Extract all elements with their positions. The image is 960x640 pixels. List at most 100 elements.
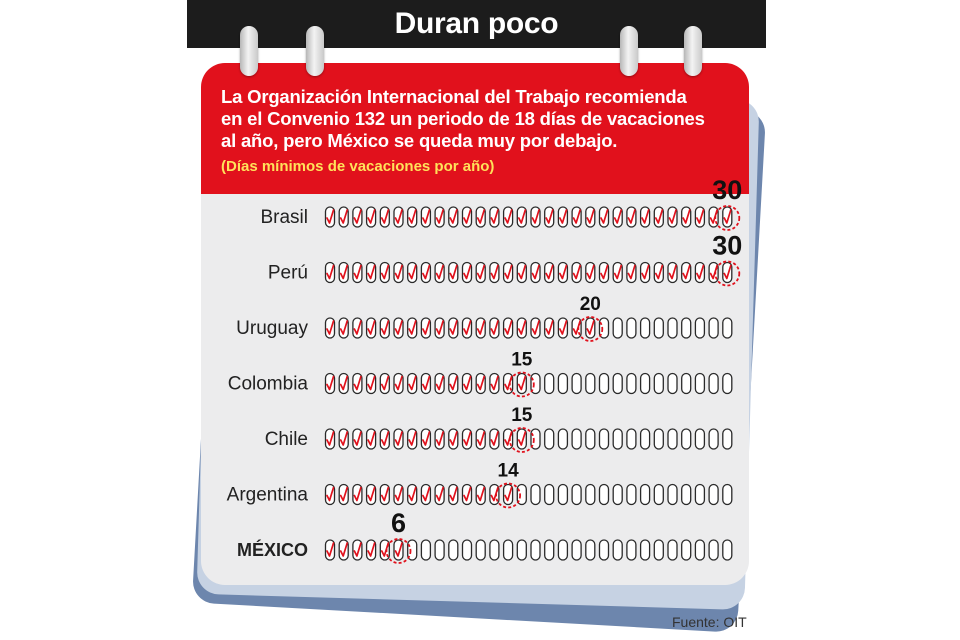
- calendar-ring-icon: [240, 26, 258, 76]
- red-check-icon: [709, 209, 718, 224]
- red-check-icon: [668, 209, 677, 224]
- red-check-icon: [422, 375, 431, 391]
- red-check-icon: [572, 209, 581, 224]
- red-check-icon: [353, 486, 362, 502]
- day-oval: [502, 539, 514, 561]
- dashed-circle-icon: [714, 260, 741, 287]
- red-check-icon: [367, 375, 376, 391]
- red-check-icon: [696, 264, 705, 280]
- day-oval: [639, 372, 651, 395]
- red-check-icon: [449, 375, 458, 391]
- day-oval: [639, 317, 651, 339]
- red-check-icon: [449, 209, 458, 224]
- day-oval: [557, 428, 569, 450]
- day-oval: [571, 428, 582, 450]
- red-check-icon: [435, 431, 444, 446]
- day-oval: [598, 372, 610, 395]
- red-check-icon: [449, 264, 458, 280]
- day-oval: [681, 539, 692, 561]
- calendar-header: [201, 63, 749, 194]
- day-oval: [708, 483, 719, 506]
- day-oval: [598, 539, 610, 561]
- red-check-icon: [463, 431, 472, 446]
- day-oval: [694, 539, 706, 561]
- value-label: 20: [580, 294, 601, 315]
- red-check-icon: [326, 209, 335, 224]
- category-label: Perú: [268, 263, 308, 284]
- red-check-icon: [367, 431, 376, 446]
- red-check-icon: [449, 486, 458, 502]
- day-oval: [585, 483, 596, 506]
- red-check-icon: [326, 431, 335, 446]
- day-oval: [626, 372, 637, 395]
- red-check-icon: [380, 542, 390, 557]
- source-note: Fuente: OIT: [672, 614, 747, 630]
- red-check-icon: [408, 431, 417, 446]
- day-oval: [407, 539, 418, 561]
- red-check-icon: [723, 209, 732, 224]
- day-oval: [557, 483, 569, 506]
- day-oval: [544, 372, 555, 395]
- subtitle-line-2: en el Convenio 132 un periodo de 18 días…: [221, 108, 705, 129]
- red-check-icon: [504, 486, 513, 502]
- red-check-icon: [367, 486, 376, 502]
- day-oval: [530, 428, 541, 450]
- value-label: 30: [712, 231, 742, 261]
- red-check-icon: [435, 209, 444, 224]
- red-check-icon: [709, 264, 718, 280]
- calendar-ring-icon: [306, 26, 324, 76]
- red-check-icon: [339, 542, 349, 557]
- title-bar: Duran poco: [187, 0, 766, 48]
- red-check-icon: [476, 209, 486, 224]
- day-oval: [639, 539, 651, 561]
- red-check-icon: [572, 264, 581, 280]
- unit-note: (Días mínimos de vacaciones por año): [221, 158, 495, 175]
- red-check-icon: [422, 320, 431, 335]
- value-label: 14: [498, 461, 520, 482]
- red-check-icon: [723, 264, 732, 280]
- day-oval: [544, 539, 555, 561]
- red-check-icon: [435, 264, 444, 280]
- dashed-circle-icon: [508, 427, 535, 453]
- dashed-circle-icon: [385, 538, 412, 564]
- day-oval: [557, 372, 569, 395]
- red-check-icon: [504, 209, 513, 224]
- red-check-icon: [463, 264, 472, 280]
- day-oval: [530, 372, 541, 395]
- day-oval: [708, 539, 719, 561]
- red-check-icon: [586, 320, 595, 335]
- day-oval: [612, 428, 623, 450]
- red-check-icon: [545, 209, 554, 224]
- category-label: Brasil: [260, 207, 308, 228]
- day-oval: [612, 539, 623, 561]
- day-oval: [667, 483, 678, 506]
- red-check-icon: [367, 264, 376, 280]
- red-check-icon: [422, 486, 431, 502]
- day-oval: [681, 483, 692, 506]
- dashed-circle-icon: [714, 205, 741, 231]
- red-check-icon: [326, 264, 335, 280]
- red-check-icon: [696, 209, 705, 224]
- day-oval: [653, 372, 664, 395]
- red-check-icon: [339, 209, 349, 224]
- day-oval: [598, 428, 610, 450]
- red-check-icon: [586, 209, 595, 224]
- day-oval: [530, 483, 541, 506]
- red-check-icon: [422, 209, 431, 224]
- red-check-icon: [326, 320, 335, 335]
- red-check-icon: [490, 486, 499, 502]
- red-check-icon: [476, 264, 486, 280]
- red-check-icon: [435, 320, 444, 335]
- day-oval: [626, 428, 637, 450]
- category-label: MÉXICO: [237, 539, 308, 560]
- red-check-icon: [476, 375, 486, 391]
- red-check-icon: [394, 209, 403, 224]
- day-oval: [544, 428, 555, 450]
- red-check-icon: [353, 264, 362, 280]
- day-oval: [653, 539, 664, 561]
- day-oval: [653, 428, 664, 450]
- red-check-icon: [531, 320, 540, 335]
- red-check-icon: [490, 375, 499, 391]
- dashed-circle-icon: [577, 316, 604, 342]
- red-check-icon: [531, 264, 540, 280]
